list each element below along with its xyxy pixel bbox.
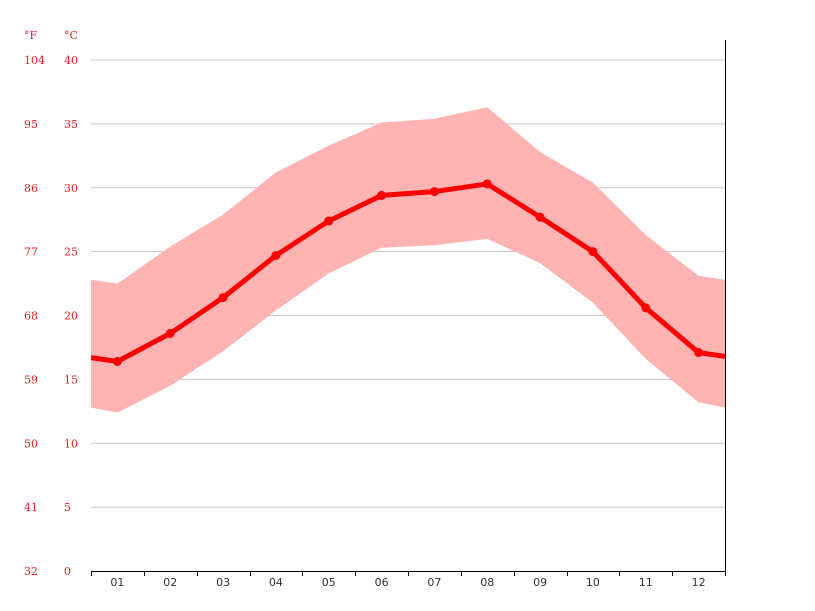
x-tick-label: 04	[269, 576, 283, 589]
min-max-band	[91, 107, 725, 413]
x-tick-label: 06	[375, 576, 389, 589]
x-tick-label: 09	[533, 576, 547, 589]
y-tick-c: 15	[64, 373, 78, 386]
data-point	[324, 216, 334, 226]
celsius-unit-label: °C	[64, 29, 78, 42]
axes	[91, 40, 726, 576]
y-tick-f: 95	[24, 118, 38, 131]
data-point	[641, 303, 651, 313]
x-axis-labels: 01 02 03 04 05 06 07 08 09 10 11 12	[110, 576, 705, 589]
data-point	[482, 179, 492, 189]
y-axis-labels: °F °C 32 0 41 5 50 10 59 15 68 20 77 25 86 30 95 35 104 4…	[24, 29, 78, 578]
y-tick-c: 5	[64, 501, 71, 514]
y-tick-f: 86	[24, 182, 38, 195]
data-point	[694, 348, 704, 358]
y-tick-c: 30	[64, 182, 78, 195]
x-tick-label: 11	[639, 576, 653, 589]
x-tick-label: 07	[427, 576, 441, 589]
y-tick-f: 32	[24, 565, 38, 578]
y-tick-f: 77	[24, 246, 38, 259]
y-tick-f: 50	[24, 437, 38, 450]
data-point	[377, 190, 387, 200]
data-point	[165, 328, 175, 338]
data-point	[535, 212, 545, 222]
x-tick-label: 02	[163, 576, 177, 589]
y-tick-f: 68	[24, 310, 38, 323]
data-point	[271, 250, 281, 260]
y-tick-c: 0	[64, 565, 71, 578]
x-tick-label: 03	[216, 576, 230, 589]
y-tick-c: 35	[64, 118, 78, 131]
y-tick-f: 104	[24, 54, 45, 67]
x-tick-label: 08	[480, 576, 494, 589]
y-tick-f: 41	[24, 501, 38, 514]
data-point	[112, 356, 122, 366]
y-tick-c: 25	[64, 246, 78, 259]
y-tick-c: 40	[64, 54, 78, 67]
data-point	[588, 247, 598, 257]
x-tick-label: 05	[322, 576, 336, 589]
data-point	[218, 293, 228, 303]
band-area	[91, 107, 725, 413]
y-tick-c: 10	[64, 437, 78, 450]
mean-line	[90, 181, 726, 364]
fahrenheit-unit-label: °F	[24, 29, 38, 42]
average-line	[90, 179, 726, 366]
x-tick-label: 01	[110, 576, 124, 589]
x-tick-label: 10	[586, 576, 600, 589]
y-tick-f: 59	[24, 373, 38, 386]
x-tick-label: 12	[692, 576, 706, 589]
data-point	[429, 187, 439, 197]
y-tick-c: 20	[64, 310, 78, 323]
